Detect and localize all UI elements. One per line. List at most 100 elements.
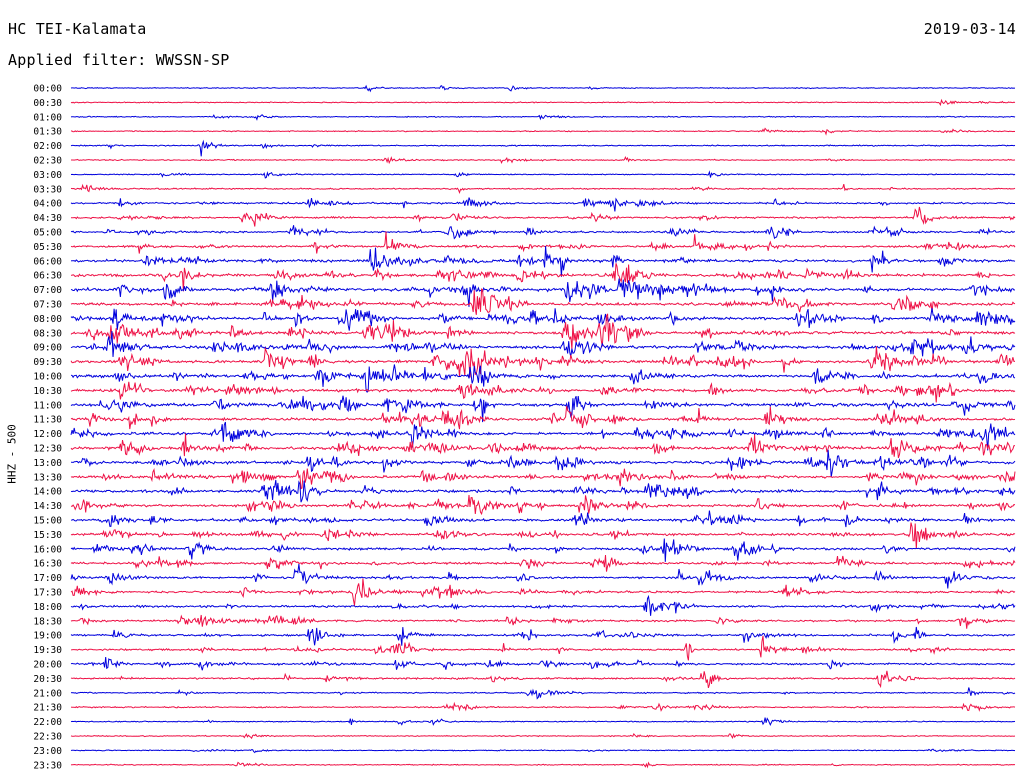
seismogram-trace bbox=[70, 364, 1016, 393]
seismogram-trace bbox=[70, 245, 1016, 277]
seismogram-trace bbox=[70, 538, 1016, 562]
seismogram-trace bbox=[70, 114, 1016, 121]
row-time-label: 14:30 bbox=[33, 501, 62, 512]
row-time-label: 21:30 bbox=[33, 703, 62, 714]
row-time-label: 00:00 bbox=[33, 84, 62, 95]
seismogram-trace bbox=[70, 626, 1016, 646]
row-time-label: 23:00 bbox=[33, 746, 62, 757]
row-time-label: 02:00 bbox=[33, 141, 62, 152]
seismogram-trace bbox=[70, 225, 1015, 240]
seismogram-trace bbox=[70, 231, 1016, 254]
seismogram-trace bbox=[70, 522, 1016, 549]
seismogram-trace bbox=[70, 139, 1016, 157]
seismogram-trace bbox=[70, 346, 1015, 378]
seismogram-trace bbox=[70, 183, 1016, 194]
seismogram-trace bbox=[71, 155, 1016, 165]
seismogram-trace bbox=[70, 732, 1016, 740]
seismogram-trace bbox=[70, 405, 1016, 430]
seismogram-trace bbox=[70, 313, 1016, 350]
row-time-label: 01:30 bbox=[33, 127, 62, 138]
seismogram-trace bbox=[70, 331, 1016, 357]
seismogram-trace bbox=[70, 381, 1016, 403]
seismogram-trace bbox=[70, 554, 1016, 572]
seismogram-trace bbox=[71, 449, 1016, 478]
row-time-label: 23:30 bbox=[33, 760, 62, 771]
row-time-label: 14:00 bbox=[33, 487, 62, 498]
row-time-label: 02:30 bbox=[33, 156, 62, 167]
seismogram-trace bbox=[70, 701, 1016, 712]
filter-label: Applied filter: WWSSN-SP bbox=[8, 51, 230, 69]
row-time-label: 04:00 bbox=[33, 199, 62, 210]
seismogram-trace bbox=[70, 395, 1016, 423]
seismogram-trace bbox=[70, 748, 1016, 754]
seismogram-trace bbox=[70, 510, 1016, 528]
seismogram-trace bbox=[70, 433, 1016, 459]
row-time-label: 11:00 bbox=[33, 400, 62, 411]
station-title: HC TEI-Kalamata bbox=[8, 20, 147, 38]
row-time-label: 17:30 bbox=[33, 588, 62, 599]
row-time-label: 09:00 bbox=[33, 343, 62, 354]
row-time-label: 13:00 bbox=[33, 458, 62, 469]
row-time-label: 16:00 bbox=[33, 544, 62, 555]
row-time-label: 10:30 bbox=[33, 386, 62, 397]
row-time-label: 16:30 bbox=[33, 559, 62, 570]
row-time-label: 21:00 bbox=[33, 688, 62, 699]
seismogram-trace bbox=[70, 657, 1016, 671]
seismogram-trace bbox=[70, 761, 1016, 769]
seismogram-trace bbox=[70, 206, 1016, 227]
row-time-label: 06:30 bbox=[33, 271, 62, 282]
row-time-label: 20:00 bbox=[33, 660, 62, 671]
row-time-label: 11:30 bbox=[33, 415, 62, 426]
seismogram-trace bbox=[70, 421, 1016, 451]
row-time-label: 19:30 bbox=[33, 645, 62, 656]
row-time-label: 20:30 bbox=[33, 674, 62, 685]
row-time-label: 17:00 bbox=[33, 573, 62, 584]
row-time-label: 13:30 bbox=[33, 472, 62, 483]
row-time-label: 22:30 bbox=[33, 732, 62, 743]
seismogram-trace bbox=[70, 278, 1016, 307]
seismogram-trace bbox=[71, 263, 1016, 292]
record-date: 2019-03-14 bbox=[923, 20, 1016, 38]
row-time-label: 07:30 bbox=[33, 300, 62, 311]
row-time-label: 06:00 bbox=[33, 256, 62, 267]
row-time-label: 01:00 bbox=[33, 112, 62, 123]
seismogram-trace bbox=[70, 288, 1016, 315]
seismogram-trace bbox=[70, 84, 1016, 93]
row-time-label: 07:00 bbox=[33, 285, 62, 296]
seismogram-trace bbox=[70, 467, 1016, 490]
seismogram-trace bbox=[70, 564, 1016, 589]
row-time-label: 03:00 bbox=[33, 170, 62, 181]
seismogram-trace bbox=[70, 98, 1016, 107]
row-time-label: 18:00 bbox=[33, 602, 62, 613]
row-time-label: 19:00 bbox=[33, 631, 62, 642]
seismogram-trace bbox=[70, 717, 1016, 727]
seismogram-trace bbox=[70, 614, 1016, 629]
seismogram-trace bbox=[70, 495, 1016, 516]
seismogram-trace bbox=[70, 687, 1016, 700]
seismogram-trace bbox=[70, 127, 1016, 136]
seismogram-trace bbox=[70, 170, 1016, 179]
seismogram-trace bbox=[70, 479, 1016, 503]
row-time-label: 05:00 bbox=[33, 228, 62, 239]
row-time-label: 08:00 bbox=[33, 314, 62, 325]
row-time-label: 03:30 bbox=[33, 184, 62, 195]
row-time-label: 18:30 bbox=[33, 616, 62, 627]
row-time-label: 08:30 bbox=[33, 328, 62, 339]
seismogram-trace bbox=[70, 578, 1016, 606]
seismogram-trace bbox=[70, 197, 1015, 212]
row-time-label: 15:30 bbox=[33, 530, 62, 541]
seismogram-trace bbox=[70, 635, 1015, 661]
seismogram-trace bbox=[70, 594, 1016, 616]
row-time-label: 00:30 bbox=[33, 98, 62, 109]
row-time-label: 04:30 bbox=[33, 213, 62, 224]
row-time-label: 12:30 bbox=[33, 444, 62, 455]
seismogram-trace bbox=[70, 308, 1016, 331]
row-time-label: 12:00 bbox=[33, 429, 62, 440]
seismogram-trace bbox=[70, 670, 1016, 689]
row-time-label: 09:30 bbox=[33, 357, 62, 368]
row-time-label: 15:00 bbox=[33, 516, 62, 527]
row-time-label: 10:00 bbox=[33, 372, 62, 383]
row-time-label: 05:30 bbox=[33, 242, 62, 253]
row-time-label: 22:00 bbox=[33, 717, 62, 728]
